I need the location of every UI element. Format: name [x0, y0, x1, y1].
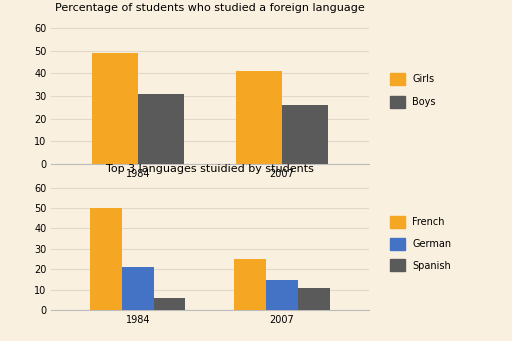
Title: Top 3 languages stuidied by students: Top 3 languages stuidied by students [106, 164, 314, 174]
Bar [298, 288, 330, 310]
Bar [236, 71, 282, 164]
Bar [138, 94, 184, 164]
Legend: French, German, Spanish: French, German, Spanish [386, 212, 456, 275]
Bar [282, 105, 328, 164]
Bar [122, 267, 154, 310]
Bar [92, 53, 138, 164]
Bar [90, 208, 122, 310]
Legend: Girls, Boys: Girls, Boys [386, 69, 440, 112]
Bar [154, 298, 185, 310]
Bar [266, 280, 298, 310]
Bar [234, 259, 266, 310]
Title: Percentage of students who studied a foreign language: Percentage of students who studied a for… [55, 3, 365, 14]
